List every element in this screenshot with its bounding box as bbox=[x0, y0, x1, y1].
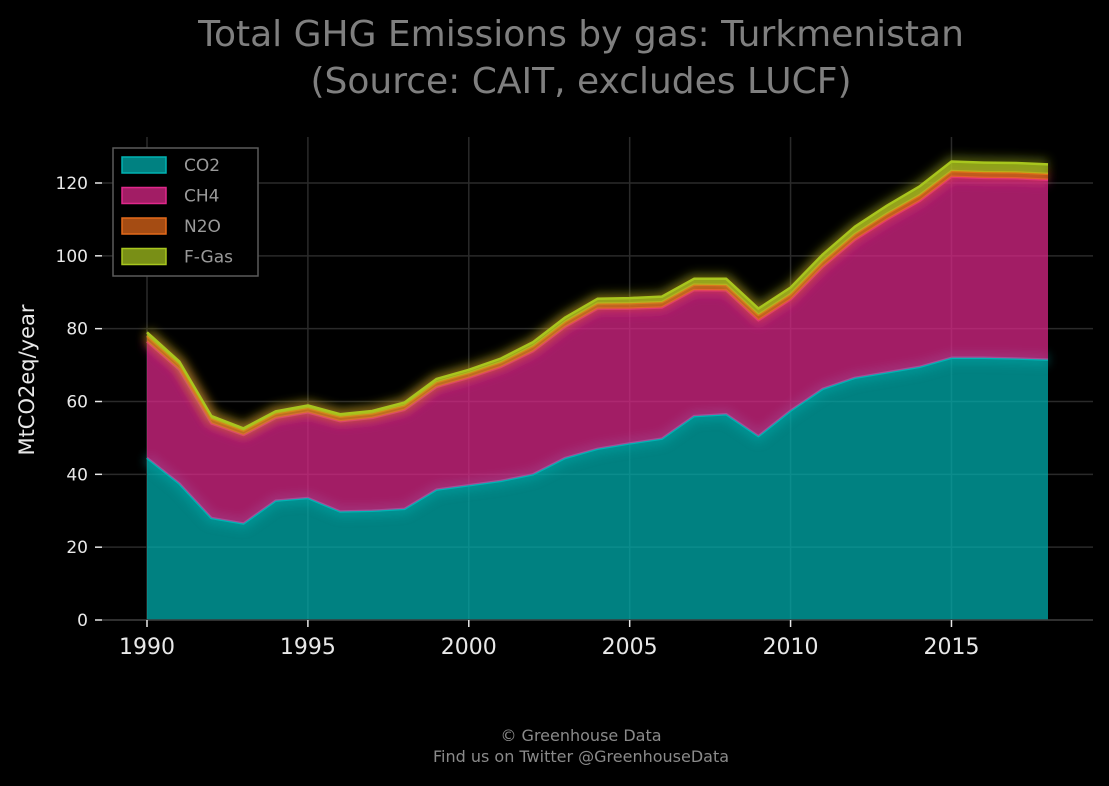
legend: CO2 CH4 N2O F-Gas bbox=[112, 147, 259, 277]
footer-copyright: © Greenhouse Data bbox=[500, 726, 661, 745]
legend-label-n2o: N2O bbox=[184, 217, 221, 237]
area-co2 bbox=[147, 357, 1048, 620]
y-tick-label-1: 20 bbox=[66, 538, 88, 558]
legend-swatch-ch4 bbox=[121, 186, 167, 205]
area-ch4 bbox=[147, 176, 1048, 524]
legend-label-ch4: CH4 bbox=[184, 187, 219, 207]
area-series bbox=[143, 156, 1049, 620]
y-tick-label-6: 120 bbox=[56, 174, 88, 194]
y-axis-label: MtCO2eq/year bbox=[15, 304, 39, 455]
chart-title-line2: (Source: CAIT, excludes LUCF) bbox=[310, 61, 851, 102]
legend-swatch-n2o bbox=[121, 217, 167, 235]
axes: 0 20 40 60 80 100 120 1990 1995 2000 2005 2010 2015 bbox=[56, 174, 1093, 660]
y-tick-label-4: 80 bbox=[66, 320, 88, 340]
legend-swatch-f-gas bbox=[121, 247, 167, 266]
area-edge-f-gas bbox=[146, 160, 1049, 430]
x-tick-label-0: 1990 bbox=[119, 635, 175, 660]
y-tick-label-0: 0 bbox=[77, 611, 88, 631]
chart-title-line1: Total GHG Emissions by gas: Turkmenistan bbox=[197, 14, 964, 55]
y-tick-label-5: 100 bbox=[56, 247, 88, 267]
legend-swatch-co2 bbox=[121, 156, 167, 174]
y-tick-label-3: 60 bbox=[66, 393, 88, 413]
x-tick-label-1: 1995 bbox=[280, 635, 336, 660]
y-tick-label-2: 40 bbox=[66, 465, 88, 485]
x-tick-label-3: 2005 bbox=[602, 635, 658, 660]
x-tick-label-4: 2010 bbox=[763, 635, 819, 660]
legend-label-co2: CO2 bbox=[184, 156, 220, 176]
legend-label-f-gas: F-Gas bbox=[184, 248, 233, 268]
footer-twitter: Find us on Twitter @GreenhouseData bbox=[433, 747, 729, 766]
x-tick-label-2: 2000 bbox=[441, 635, 497, 660]
x-tick-label-5: 2015 bbox=[923, 635, 979, 660]
